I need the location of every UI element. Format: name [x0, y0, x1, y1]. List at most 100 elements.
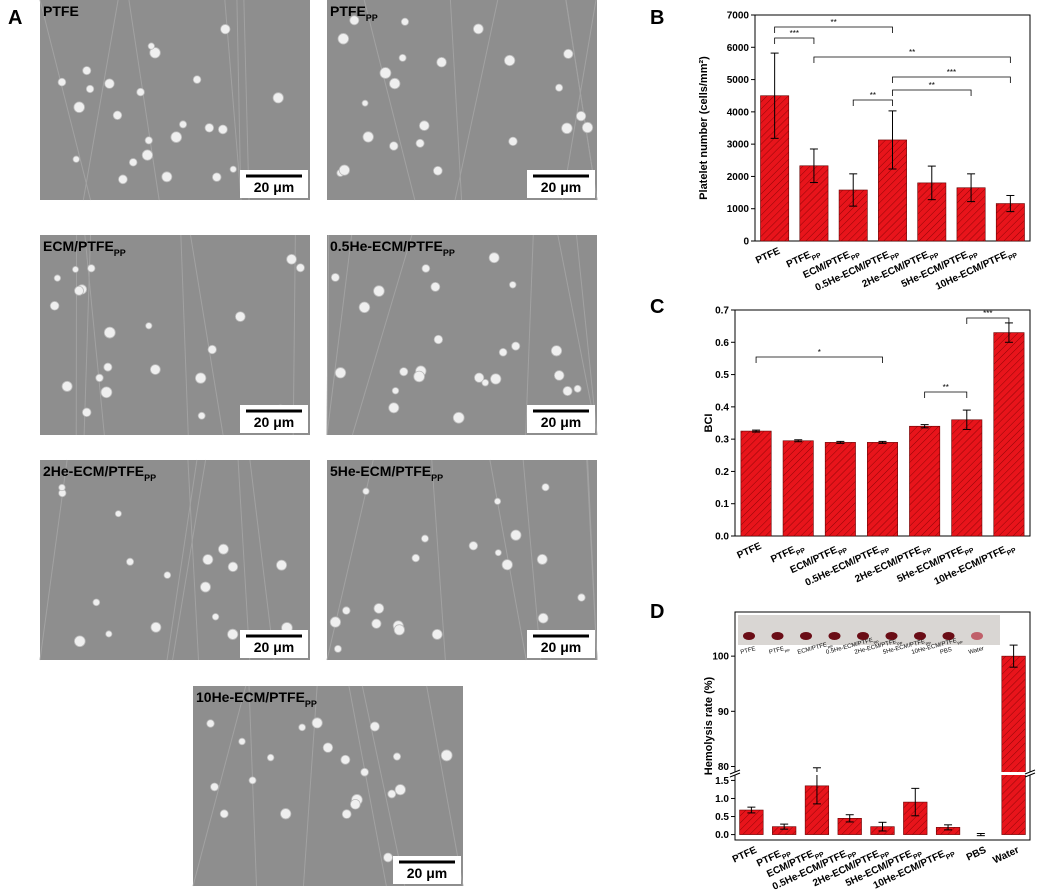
- platelet: [400, 17, 409, 26]
- platelet: [393, 624, 405, 636]
- platelet: [58, 483, 66, 492]
- error-bar: [747, 806, 756, 814]
- platelet: [575, 110, 587, 122]
- platelet: [338, 164, 350, 176]
- subscript: PP: [795, 547, 807, 557]
- platelet: [361, 99, 369, 107]
- platelet: [147, 42, 155, 50]
- text-part: PBS: [939, 647, 952, 656]
- subscript: PP: [837, 547, 849, 557]
- platelet: [490, 373, 502, 385]
- platelet: [581, 121, 594, 134]
- platelet: [383, 852, 393, 863]
- error-bar: [780, 823, 789, 830]
- platelet: [161, 171, 173, 183]
- platelet: [82, 66, 92, 76]
- significance-label: **: [943, 383, 949, 392]
- bar: [867, 442, 898, 537]
- platelet: [498, 347, 508, 357]
- subscript: PP: [811, 252, 823, 262]
- subscript: PP: [879, 547, 891, 557]
- platelet: [419, 120, 430, 131]
- platelet: [72, 155, 80, 163]
- y-tick-label: 6000: [727, 43, 750, 54]
- y-tick-label: 3000: [727, 140, 750, 151]
- platelet: [212, 172, 222, 182]
- platelet: [295, 263, 305, 273]
- panel-label: A: [8, 7, 22, 29]
- tube: [743, 632, 755, 640]
- platelet: [298, 723, 306, 732]
- platelet: [468, 541, 479, 551]
- platelet: [334, 644, 342, 653]
- subscript: PP: [814, 851, 826, 861]
- platelet: [286, 253, 297, 265]
- y-tick-label: 0.0: [715, 532, 729, 543]
- platelet: [280, 808, 292, 820]
- platelet: [371, 618, 382, 629]
- platelet: [358, 301, 371, 314]
- platelet: [452, 411, 465, 424]
- platelet: [553, 370, 565, 381]
- bar: [824, 442, 856, 537]
- y-tick-label: 0.7: [715, 306, 729, 317]
- platelet: [53, 274, 62, 282]
- y-tick-label: 7000: [727, 11, 750, 22]
- subscript: PP: [957, 639, 964, 645]
- significance-label: ***: [947, 68, 956, 77]
- platelet: [74, 285, 84, 296]
- significance-bracket: [774, 26, 893, 33]
- error-bar: [849, 173, 858, 207]
- y-tick-label: 0.5: [715, 370, 729, 381]
- platelet: [342, 606, 351, 615]
- error-bar: [927, 165, 936, 201]
- significance-label: ***: [790, 29, 799, 38]
- platelet: [322, 742, 334, 753]
- inset-label: Water: [968, 646, 985, 656]
- error-bar: [845, 814, 854, 823]
- significance-label: **: [929, 81, 935, 90]
- platelet: [227, 628, 239, 640]
- break-mark: [729, 769, 741, 775]
- platelet: [389, 77, 401, 90]
- scale-bar-label: 20 μm: [541, 639, 581, 655]
- subscript: PP: [896, 640, 903, 646]
- platelet: [394, 784, 406, 796]
- platelet: [206, 719, 215, 728]
- platelet: [311, 717, 323, 729]
- tube: [828, 632, 841, 640]
- platelet: [112, 110, 123, 120]
- significance-bracket: [892, 89, 972, 96]
- platelet: [218, 543, 229, 555]
- bar: [740, 430, 772, 537]
- subscript: PP: [827, 643, 834, 649]
- scratch: [82, 0, 119, 201]
- platelet: [494, 549, 502, 557]
- platelet: [413, 370, 425, 383]
- significance-label: **: [830, 18, 836, 27]
- platelet: [227, 561, 239, 572]
- scale-bar-label: 20 μm: [407, 865, 447, 881]
- platelet: [537, 612, 549, 624]
- scratch: [192, 685, 247, 887]
- subscript: PP: [925, 640, 932, 646]
- platelet: [504, 54, 516, 67]
- error-bar: [836, 440, 845, 444]
- platelet: [210, 782, 219, 792]
- platelet: [57, 77, 67, 87]
- platelet: [248, 776, 257, 785]
- platelet: [421, 264, 431, 273]
- image-label: 0.5He-ECM/PTFEPP: [330, 238, 455, 258]
- platelet: [473, 23, 484, 35]
- scratch: [166, 459, 198, 661]
- scale-bar-label: 20 μm: [254, 639, 294, 655]
- sem-image: [40, 0, 310, 200]
- subscript: PP: [431, 473, 443, 483]
- inset-label: PBS: [939, 647, 952, 656]
- text-part: PTFE: [740, 646, 756, 656]
- error-bar: [752, 429, 761, 433]
- platelet: [100, 386, 113, 399]
- error-bar: [888, 110, 897, 170]
- scratch: [180, 234, 189, 436]
- subscript: PP: [912, 851, 924, 861]
